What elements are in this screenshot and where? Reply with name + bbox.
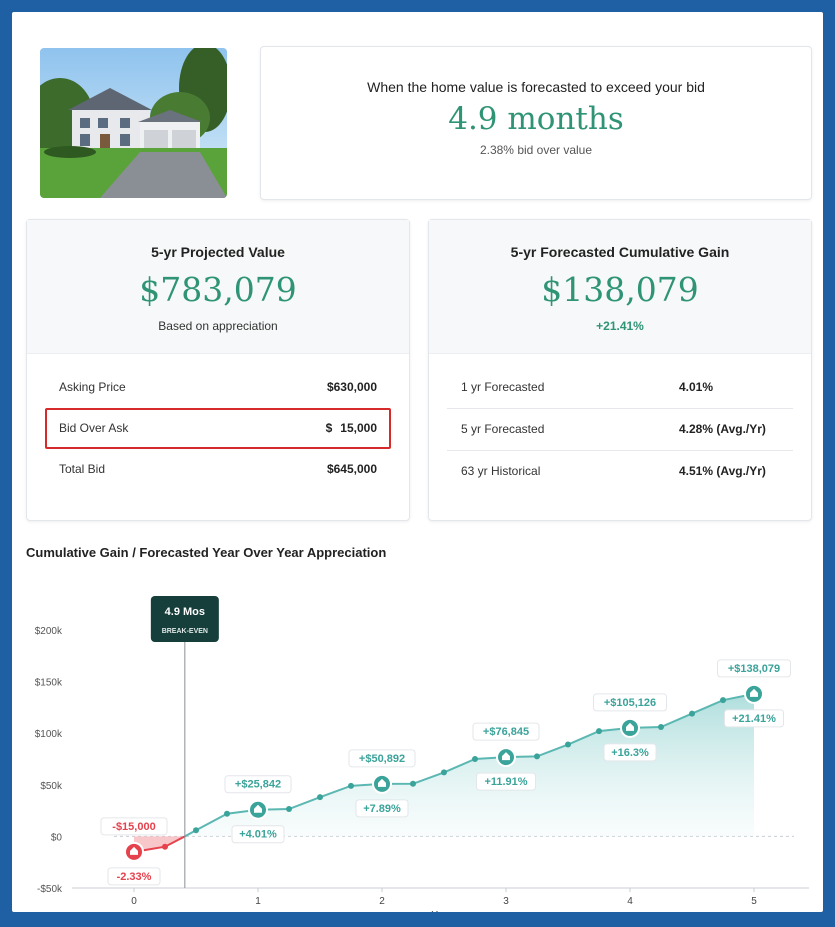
bid-over-ask-row: Bid Over Ask $15,000: [45, 408, 391, 449]
home-icon: [626, 722, 634, 731]
historical-row: 63 yr Historical 4.51% (Avg./Yr): [461, 464, 766, 478]
gain-value: $138,079: [541, 270, 699, 309]
data-point: [348, 782, 354, 789]
pct-label-box: [603, 743, 657, 762]
report-panel: When the home value is forecasted to exc…: [12, 12, 823, 912]
x-tick-label: 4: [627, 896, 633, 907]
pct-label: +21.41%: [732, 713, 776, 725]
pct-label: -2.33%: [117, 871, 152, 883]
data-point: [162, 843, 168, 850]
house-photo: [40, 48, 227, 198]
pct-label-box: [107, 867, 161, 886]
value-label: +$25,842: [235, 779, 281, 791]
asking-price-row: Asking Price $630,000: [59, 380, 377, 394]
bid-over-value: 2.38% bid over value: [479, 143, 593, 157]
five-yr-forecast-row: 5 yr Forecasted 4.28% (Avg./Yr): [447, 409, 793, 451]
y-tick-label: -$50k: [37, 884, 63, 895]
value-label: +$138,079: [728, 663, 780, 675]
home-icon: [378, 778, 386, 787]
y-tick-label: $0: [51, 832, 63, 843]
home-icon: [750, 688, 758, 697]
data-point: [565, 741, 571, 748]
x-tick-label: 1: [255, 896, 261, 907]
gain-area: [184, 693, 755, 837]
gain-percent: +21.41%: [596, 319, 644, 333]
breakeven-badge: [150, 596, 219, 642]
projected-value: $783,079: [139, 270, 297, 309]
value-label-box: [717, 659, 791, 678]
value-label: +$50,892: [359, 753, 405, 765]
gain-title: 5-yr Forecasted Cumulative Gain: [510, 244, 730, 260]
data-point: [441, 769, 447, 776]
value-label-box: [348, 749, 416, 768]
total-bid-row: Total Bid $645,000: [59, 462, 377, 476]
projected-title: 5-yr Projected Value: [151, 244, 285, 260]
data-point: [689, 710, 695, 717]
data-point: [720, 697, 726, 704]
data-point: [317, 794, 323, 801]
breakeven-value: 4.9 months: [448, 101, 624, 137]
pct-label-box: [724, 709, 784, 728]
pct-label-box: [476, 772, 536, 791]
data-point: [286, 806, 292, 813]
value-label-box: [100, 817, 168, 836]
one-yr-forecast-row: 1 yr Forecasted 4.01%: [447, 367, 793, 409]
breakeven-label: When the home value is forecasted to exc…: [367, 79, 705, 95]
data-point: [193, 827, 199, 834]
breakeven-badge-label: 4.9 Mos: [165, 606, 205, 618]
value-label-box: [224, 775, 292, 794]
x-axis-label: Years: [431, 910, 456, 912]
pct-label: +4.01%: [239, 829, 277, 841]
projected-value-card: 5-yr Projected Value $783,079 Based on a…: [26, 219, 410, 521]
breakeven-badge-sub: BREAK-EVEN: [162, 628, 208, 635]
y-tick-label: $100k: [35, 729, 63, 740]
data-point: [658, 724, 664, 731]
value-label: +$76,845: [483, 726, 529, 738]
pct-label: +16.3%: [611, 747, 649, 759]
cumulative-gain-card: 5-yr Forecasted Cumulative Gain $138,079…: [428, 219, 812, 521]
x-tick-label: 2: [379, 896, 385, 907]
x-tick-label: 5: [751, 896, 757, 907]
x-tick-label: 0: [131, 896, 137, 907]
gain-chart: -$50k $0 $50k $100k $150k $200k 0 1 2 3 4 5 Years 4.9…: [35, 596, 809, 912]
chart-title: Cumulative Gain / Forecasted Year Over Y…: [26, 545, 387, 560]
loss-area: [134, 836, 185, 852]
home-icon: [502, 752, 510, 761]
data-point: [472, 756, 478, 762]
home-icon: [254, 804, 262, 813]
home-icon: [130, 846, 138, 855]
breakeven-card: When the home value is forecasted to exc…: [260, 46, 812, 200]
data-point: [596, 728, 602, 735]
y-tick-label: $50k: [40, 781, 63, 792]
data-point: [224, 810, 230, 817]
value-label: -$15,000: [112, 821, 155, 833]
data-point: [410, 780, 416, 787]
data-point: [534, 753, 540, 760]
y-tick-label: $200k: [35, 626, 63, 637]
y-tick-label: $150k: [35, 678, 63, 689]
pct-label-box: [231, 825, 285, 844]
x-tick-label: 3: [503, 896, 509, 907]
pct-label-box: [355, 799, 409, 818]
projected-sub: Based on appreciation: [158, 319, 278, 333]
pct-label: +7.89%: [363, 803, 401, 815]
pct-label: +11.91%: [484, 776, 527, 788]
value-label-box: [472, 722, 540, 741]
value-label: +$105,126: [604, 697, 656, 709]
value-label-box: [593, 693, 667, 712]
